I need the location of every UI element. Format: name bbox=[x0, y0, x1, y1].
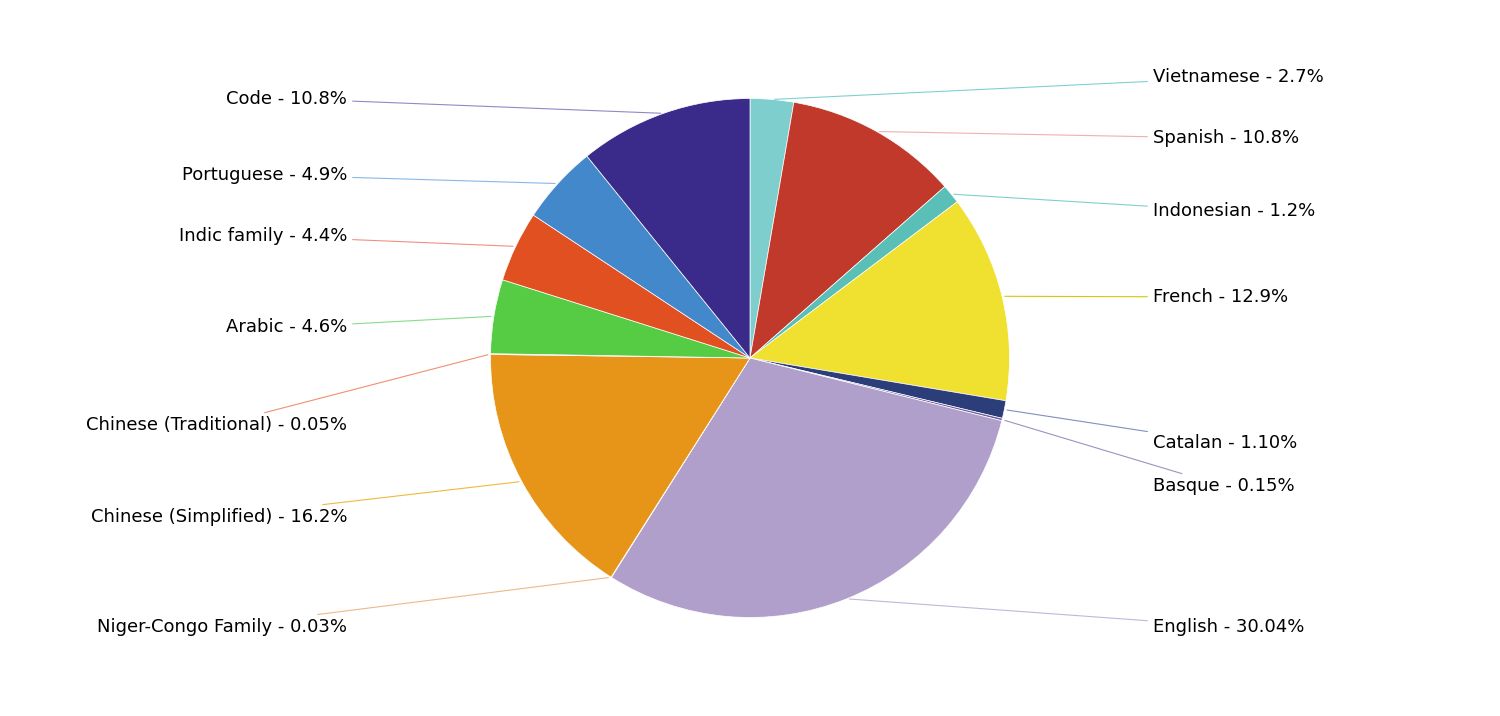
Wedge shape bbox=[490, 354, 750, 577]
Text: Vietnamese - 2.7%: Vietnamese - 2.7% bbox=[776, 68, 1323, 100]
Text: Code - 10.8%: Code - 10.8% bbox=[226, 90, 662, 113]
Wedge shape bbox=[750, 202, 1010, 401]
Text: Basque - 0.15%: Basque - 0.15% bbox=[1005, 420, 1294, 495]
Wedge shape bbox=[750, 187, 957, 358]
Text: Spanish - 10.8%: Spanish - 10.8% bbox=[879, 129, 1299, 147]
Wedge shape bbox=[534, 156, 750, 358]
Text: English - 30.04%: English - 30.04% bbox=[849, 599, 1305, 636]
Text: Chinese (Simplified) - 16.2%: Chinese (Simplified) - 16.2% bbox=[90, 482, 519, 526]
Wedge shape bbox=[750, 99, 794, 358]
Wedge shape bbox=[610, 358, 750, 577]
Text: Portuguese - 4.9%: Portuguese - 4.9% bbox=[182, 166, 555, 184]
Text: Indic family - 4.4%: Indic family - 4.4% bbox=[178, 227, 513, 246]
Wedge shape bbox=[490, 354, 750, 358]
Wedge shape bbox=[586, 99, 750, 358]
Text: Indonesian - 1.2%: Indonesian - 1.2% bbox=[954, 194, 1316, 221]
Wedge shape bbox=[750, 358, 1006, 418]
Text: Niger-Congo Family - 0.03%: Niger-Congo Family - 0.03% bbox=[98, 578, 609, 636]
Text: French - 12.9%: French - 12.9% bbox=[1005, 288, 1288, 306]
Wedge shape bbox=[750, 102, 945, 358]
Wedge shape bbox=[490, 280, 750, 358]
Wedge shape bbox=[503, 215, 750, 358]
Text: Chinese (Traditional) - 0.05%: Chinese (Traditional) - 0.05% bbox=[86, 354, 488, 434]
Wedge shape bbox=[750, 358, 1002, 421]
Text: Arabic - 4.6%: Arabic - 4.6% bbox=[226, 316, 490, 337]
Text: Catalan - 1.10%: Catalan - 1.10% bbox=[1007, 410, 1298, 453]
Wedge shape bbox=[612, 358, 1002, 617]
